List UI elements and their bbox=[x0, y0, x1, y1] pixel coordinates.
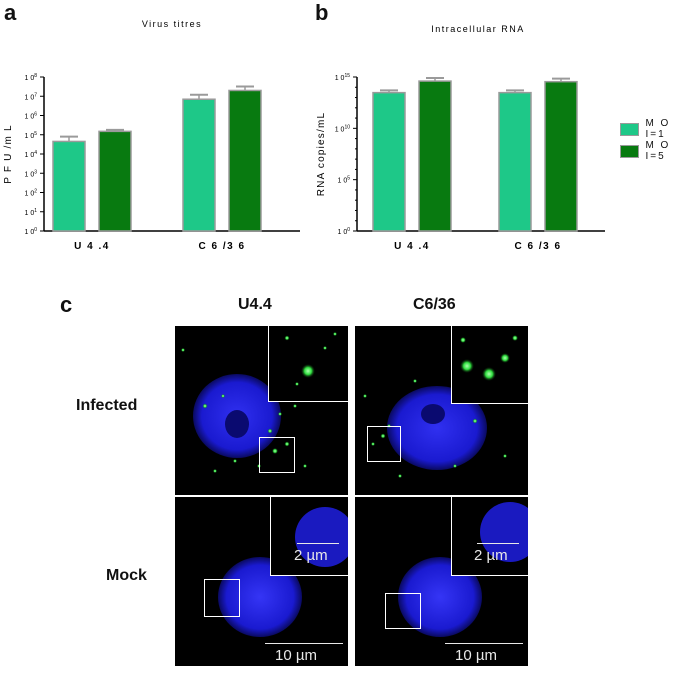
inset-frame bbox=[451, 497, 528, 576]
bar-moi5 bbox=[228, 89, 262, 232]
chart-legend: M O I=1 M O I=5 bbox=[620, 118, 685, 162]
main-scale-label: 10 µm bbox=[455, 647, 497, 664]
y-tick-label: 1 05 bbox=[337, 176, 350, 185]
panel-letter-b: b bbox=[315, 0, 329, 25]
chart-title: Virus titres bbox=[142, 19, 202, 29]
y-tick-label: 1 00 bbox=[337, 227, 350, 236]
row-label-mock: Mock bbox=[106, 567, 147, 584]
x-tick-label: C 6 /3 6 bbox=[514, 241, 561, 252]
y-tick-label: 1 02 bbox=[24, 189, 37, 198]
inset-scale-label: 2 µm bbox=[294, 547, 328, 564]
y-axis-label: P F U /m L bbox=[3, 124, 14, 184]
bar-moi1 bbox=[372, 91, 406, 232]
main-scale-label: 10 µm bbox=[275, 647, 317, 664]
micrograph-mock-c636: 2 µm 10 µm bbox=[355, 497, 528, 666]
zoom-region-box bbox=[385, 593, 421, 629]
y-tick-label: 1 05 bbox=[24, 131, 37, 140]
y-tick-label: 1 015 bbox=[335, 73, 351, 82]
legend-item-moi1: M O I=1 bbox=[620, 118, 685, 140]
zoom-region-box bbox=[259, 437, 295, 473]
micrograph-image bbox=[398, 497, 528, 637]
main-scale-bar bbox=[445, 643, 523, 644]
x-tick-label: C 6 /3 6 bbox=[198, 241, 245, 252]
y-tick-label: 1 010 bbox=[335, 124, 351, 133]
bar-moi1 bbox=[182, 98, 216, 232]
bar-moi1 bbox=[498, 91, 532, 232]
x-tick-label: U 4 .4 bbox=[394, 241, 430, 252]
main-scale-bar bbox=[265, 643, 343, 644]
micrograph-image bbox=[181, 326, 348, 473]
legend-swatch-moi5 bbox=[620, 144, 640, 158]
inset-frame bbox=[270, 497, 348, 576]
inset-scale-bar bbox=[297, 543, 339, 544]
y-tick-label: 1 07 bbox=[24, 92, 37, 101]
panel-letter-c: c bbox=[60, 292, 73, 317]
legend-item-moi5: M O I=5 bbox=[620, 140, 685, 162]
y-tick-label: 1 03 bbox=[24, 169, 37, 178]
y-tick-label: 1 00 bbox=[24, 227, 37, 236]
legend-label-moi5: M O I=5 bbox=[645, 140, 671, 162]
zoom-region-box bbox=[204, 579, 240, 617]
x-tick-label: U 4 .4 bbox=[74, 241, 110, 252]
inset-frame bbox=[451, 326, 528, 404]
column-label-c636: C6/36 bbox=[413, 296, 456, 313]
inset-scale-label: 2 µm bbox=[474, 547, 508, 564]
zoom-region-box bbox=[367, 426, 401, 462]
bar-moi1 bbox=[52, 140, 86, 232]
inset-scale-bar bbox=[477, 543, 519, 544]
chart-title: Intracellular RNA bbox=[431, 24, 525, 34]
micrograph-infected-c636 bbox=[355, 326, 528, 495]
micrograph-infected-u44 bbox=[175, 326, 348, 495]
bar-moi5 bbox=[544, 80, 578, 232]
y-tick-label: 1 01 bbox=[24, 208, 37, 217]
y-axis-label: RNA copies/mL bbox=[316, 112, 327, 197]
legend-swatch-moi1 bbox=[620, 122, 640, 136]
row-label-infected: Infected bbox=[76, 397, 138, 414]
micrograph-mock-u44: 2 µm 10 µm bbox=[175, 497, 348, 666]
y-tick-label: 1 06 bbox=[24, 112, 37, 121]
micrograph-image bbox=[363, 326, 528, 478]
legend-label-moi1: M O I=1 bbox=[645, 118, 671, 140]
bar-moi5 bbox=[418, 80, 452, 232]
micrograph-image bbox=[218, 497, 348, 637]
bar-charts: Virus titres P F U /m L 1 00 1 01 1 02 1 03 1 … bbox=[3, 19, 605, 252]
inset-frame bbox=[268, 326, 348, 402]
panel-letter-a: a bbox=[4, 0, 17, 25]
bar-moi5 bbox=[98, 130, 132, 232]
column-label-u44: U4.4 bbox=[238, 296, 272, 313]
y-tick-label: 1 08 bbox=[24, 73, 37, 82]
y-tick-label: 1 04 bbox=[24, 150, 37, 159]
